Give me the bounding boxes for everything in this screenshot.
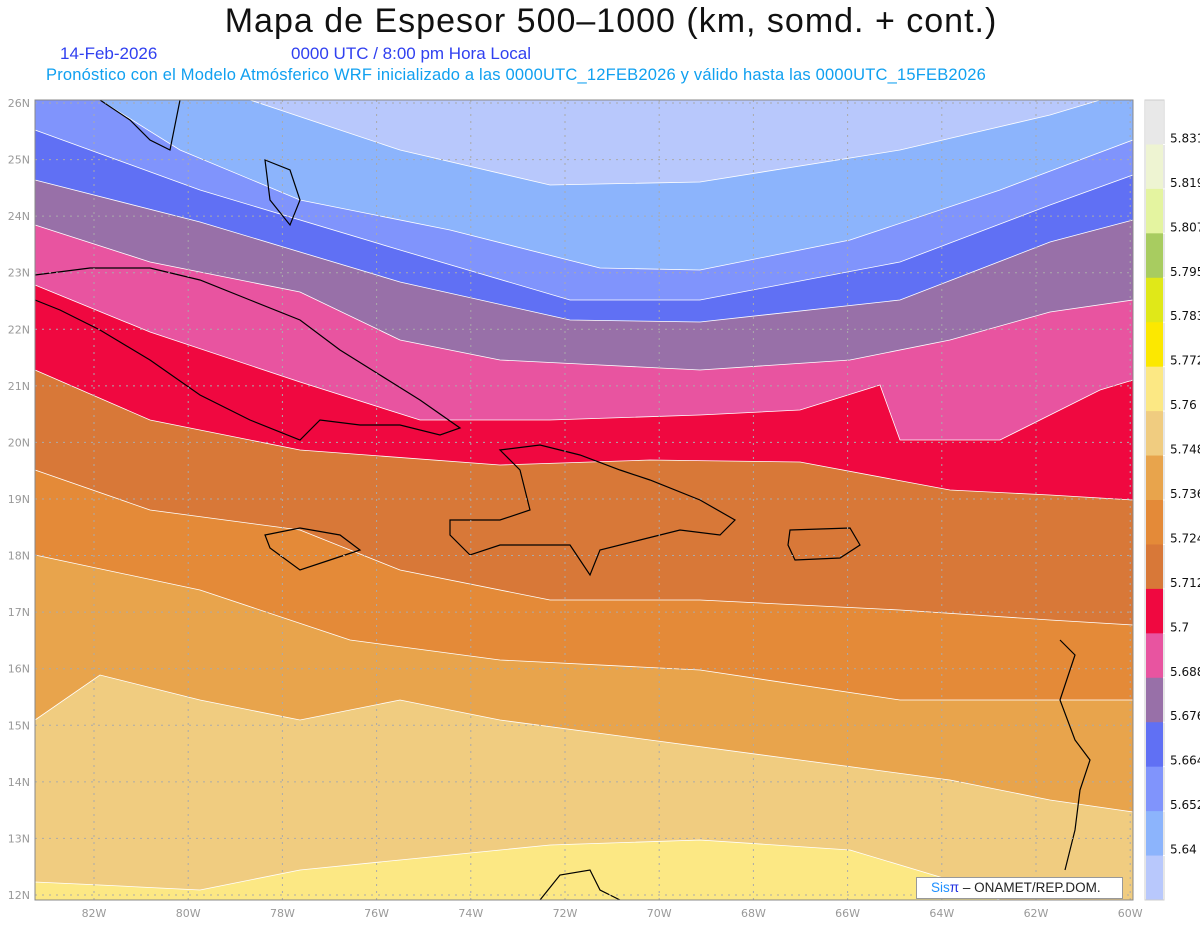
lon-tick-label: 60W [1118,907,1143,920]
lat-tick-label: 13N [8,832,30,845]
lon-tick-label: 74W [458,907,483,920]
lat-tick-label: 20N [8,436,30,449]
colorbar-segment [1146,677,1163,723]
forecast-date: 14-Feb-2026 [60,44,158,63]
colorbar: 5.831 5.819 5.807 5.795 5.783 5.772 5.76 5.748 5… [1144,99,1200,901]
colorbar-label: 5.712 [1170,576,1200,590]
lat-tick-label: 19N [8,493,30,506]
lat-tick-label: 15N [8,719,30,732]
colorbar-segment [1146,322,1163,368]
lat-tick-label: 16N [8,663,30,676]
lon-tick-label: 66W [835,907,860,920]
colorbar-segment [1146,233,1163,279]
coastline-lesser-antilles [1059,639,1091,871]
map-frame [34,99,1134,901]
lat-tick-label: 23N [8,267,30,280]
lon-tick-label: 70W [647,907,672,920]
logo-pi: π [949,880,960,895]
colorbar-label: 5.7 [1170,620,1189,634]
band-5.76-and-up [34,839,1133,901]
colorbar-label: 5.676 [1170,709,1200,723]
colorbar-segment [1146,588,1163,634]
axis-ticks: 82W 80W 78W 76W 74W 72W 70W 68W 66W 64W 62W 60W 26N 2… [8,97,1143,920]
colorbar-segment [1146,277,1163,323]
lat-tick-label: 12N [8,889,30,902]
colorbar-label: 5.688 [1170,665,1200,679]
lat-tick-label: 21N [8,380,30,393]
colorbar-segment [1146,855,1163,901]
colorbar-label: 5.664 [1170,754,1200,768]
colorbar-segment [1146,500,1163,545]
colorbar-segment [1146,144,1163,190]
thickness-bands [34,99,1134,901]
lon-tick-label: 80W [176,907,201,920]
colorbar-segment [1146,544,1163,590]
colorbar-label: 5.807 [1170,220,1200,234]
lat-tick-label: 25N [8,154,30,167]
lat-tick-label: 18N [8,550,30,563]
logo-sis: Sis [931,880,950,895]
colorbar-label: 5.772 [1170,354,1200,368]
coastline-andros [264,159,301,227]
coastline-florida [99,99,181,151]
lon-tick-label: 76W [364,907,389,920]
colorbar-label: 5.795 [1170,265,1200,279]
colorbar-label: 5.831 [1170,131,1200,145]
colorbar-segment [1146,633,1163,679]
logo-org: – ONAMET/REP.DOM. [959,880,1101,895]
lat-tick-label: 14N [8,776,30,789]
lat-tick-label: 17N [8,606,30,619]
colorbar-segment [1146,366,1163,412]
map-title: Mapa de Espesor 500–1000 (km, somd. + co… [224,2,998,40]
coastline-hispaniola [449,444,736,577]
lon-tick-label: 78W [270,907,295,920]
colorbar-segment [1146,100,1163,145]
graticule [35,100,1133,900]
lat-tick-label: 22N [8,323,30,336]
coastline-cuba [34,267,462,441]
onamet-logo: Sisπ – ONAMET/REP.DOM. [916,877,1123,899]
coastlines [34,99,1091,901]
lon-tick-label: 62W [1024,907,1049,920]
colorbar-segment [1146,188,1163,234]
colorbar-label: 5.748 [1170,443,1200,457]
colorbar-label: 5.64 [1170,843,1197,857]
colorbar-label: 5.783 [1170,309,1200,323]
colorbar-segment [1146,455,1163,501]
colorbar-segment [1146,722,1163,768]
colorbar-segment [1146,811,1163,857]
colorbar-label: 5.736 [1170,487,1200,501]
lat-tick-label: 26N [8,97,30,110]
coastline-jamaica [264,527,362,571]
colorbar-label: 5.724 [1170,531,1200,545]
colorbar-label: 5.652 [1170,798,1200,812]
lon-tick-label: 82W [82,907,107,920]
colorbar-segment [1146,411,1163,457]
lon-tick-label: 68W [741,907,766,920]
coastline-south-america [539,869,621,901]
lat-tick-label: 24N [8,210,30,223]
lon-tick-label: 72W [553,907,578,920]
colorbar-segment [1146,766,1163,812]
lon-tick-label: 64W [929,907,954,920]
colorbar-label: 5.76 [1170,398,1197,412]
forecast-note: Pronóstico con el Modelo Atmósferico WRF… [46,66,986,84]
forecast-time: 0000 UTC / 8:00 pm Hora Local [291,44,532,63]
coastline-puerto-rico [787,527,861,561]
colorbar-label: 5.819 [1170,176,1200,190]
